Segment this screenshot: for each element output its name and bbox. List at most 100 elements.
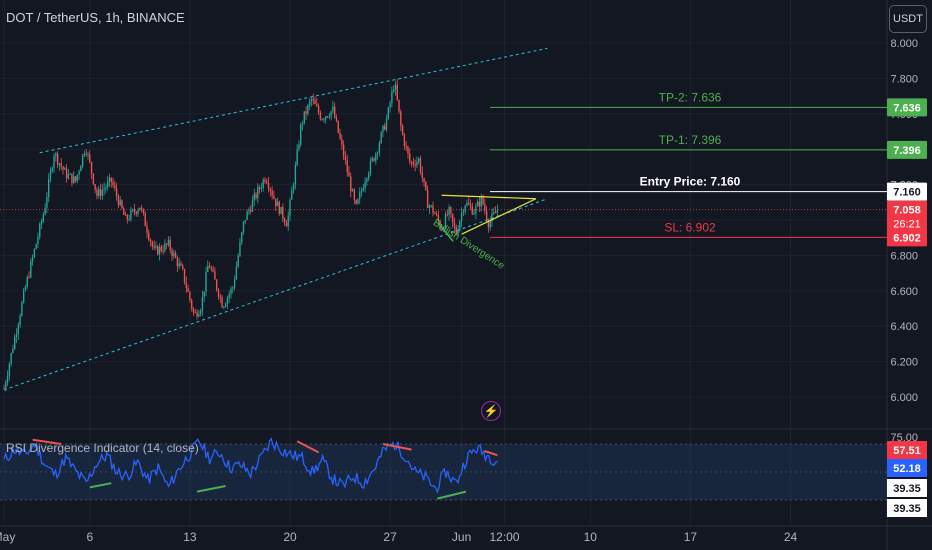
candle-body: [233, 279, 236, 288]
drawing-overlays: Bullish Divergence TP-2: 7.636 TP-1: 7.396…: [0, 47, 887, 391]
candle-body: [441, 228, 443, 231]
rsi-band: [0, 444, 887, 500]
candle-body: [275, 198, 277, 207]
candle-body: [432, 205, 434, 214]
rsi-tag-bg: [887, 441, 927, 459]
candle-body: [226, 297, 229, 305]
candle-body: [237, 255, 239, 267]
candle-body: [283, 218, 286, 223]
candle-body: [484, 204, 486, 211]
candle-body: [153, 246, 155, 248]
candle-body: [174, 252, 177, 258]
candle-body: [5, 382, 7, 389]
candle-body: [64, 168, 66, 170]
candle-body: [459, 221, 461, 231]
candle-body: [208, 265, 211, 268]
candle-body: [115, 188, 118, 197]
candle-body: [351, 189, 354, 192]
candle-body: [80, 165, 82, 172]
candle-body: [493, 212, 495, 214]
candle-body: [451, 213, 454, 222]
rsi-divergence-line: [296, 440, 320, 454]
rsi-indicator-title: RSI Divergence Indicator (14, close): [6, 441, 199, 455]
candle-body: [21, 302, 23, 316]
candle-body: [437, 214, 440, 222]
candle-body: [380, 132, 382, 144]
candle-body: [405, 145, 407, 147]
rsi-divergence-line: [484, 450, 498, 457]
candle-body: [403, 134, 406, 146]
candle-body: [468, 202, 470, 205]
currency-button[interactable]: USDT: [889, 5, 927, 33]
candle-body: [151, 242, 154, 247]
candle-body: [482, 195, 484, 205]
candle-body: [269, 188, 272, 191]
time-tick-label: 27: [383, 530, 397, 544]
candle-body: [110, 177, 112, 182]
candle-body: [305, 111, 307, 114]
price-tags: 7.636 7.396 7.160 6.902 7.058 26:21 57.51 52.18…: [887, 98, 927, 517]
candle-body: [182, 265, 184, 269]
candle-body: [123, 208, 125, 215]
time-tick-label: 6: [86, 530, 93, 544]
price-tick-label: 6.600: [890, 286, 918, 298]
candle-body: [10, 352, 12, 364]
rsi-divergence-line: [437, 490, 467, 500]
candle-body: [291, 190, 293, 200]
candle-body: [426, 190, 429, 208]
candle-body: [85, 153, 87, 155]
level-tag-bg: [887, 140, 927, 159]
lightning-icon[interactable]: ⚡: [481, 401, 501, 421]
candle-body: [289, 199, 291, 216]
candle-body: [56, 153, 59, 165]
candle-body: [357, 198, 359, 204]
candle-body: [221, 297, 223, 308]
candle-body: [419, 158, 422, 173]
candle-body: [414, 164, 416, 166]
rsi-divergence-line: [196, 485, 226, 493]
candle-body: [74, 176, 77, 182]
time-tick-label: Jun: [452, 530, 471, 544]
candle-body: [119, 200, 121, 206]
candle-body: [462, 211, 465, 213]
candle-body: [137, 210, 139, 214]
candle-body: [249, 210, 252, 212]
candle-body: [201, 296, 204, 311]
candle-body: [126, 215, 129, 220]
candle-body: [98, 189, 100, 196]
price-tick-label: 6.400: [890, 321, 918, 333]
candle-body: [81, 154, 84, 166]
level-tag-text: 7.160: [893, 187, 921, 199]
candle-body: [22, 290, 25, 303]
triangle-upper-line: [441, 194, 536, 200]
candle-body: [364, 182, 366, 189]
candle-body: [244, 220, 247, 222]
candle-body: [473, 213, 475, 215]
candle-body: [392, 89, 395, 92]
candle-body: [285, 222, 288, 227]
level-tag-bg: [887, 182, 927, 201]
candle-body: [89, 153, 91, 162]
candle-body: [308, 101, 311, 106]
candle-body: [384, 125, 386, 130]
candle-body: [192, 308, 195, 313]
candle-body: [341, 138, 343, 145]
candle-body: [353, 189, 356, 200]
candle-body: [242, 221, 245, 233]
candle-body: [44, 207, 46, 215]
candle-body: [83, 153, 86, 155]
candle-body: [148, 232, 150, 240]
candle-body: [140, 207, 143, 210]
candle-body: [216, 279, 218, 290]
candle-body: [92, 173, 95, 185]
rsi-divergence-line: [382, 443, 412, 451]
candle-body: [130, 210, 132, 220]
candle-body: [35, 243, 37, 250]
candle-body: [14, 337, 16, 349]
candle-body: [217, 289, 220, 297]
candle-body: [78, 171, 80, 175]
candle-body: [416, 161, 418, 166]
candle-body: [373, 158, 375, 161]
candle-body: [328, 116, 331, 118]
